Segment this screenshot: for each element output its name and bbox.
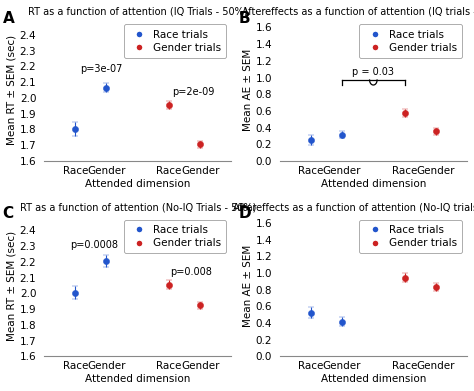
Text: p=0.0008: p=0.0008 [71, 240, 118, 251]
X-axis label: Attended dimension: Attended dimension [320, 179, 426, 188]
Legend: Race trials, Gender trials: Race trials, Gender trials [359, 220, 462, 253]
Text: A: A [3, 11, 15, 25]
Y-axis label: Mean AE ± SEM: Mean AE ± SEM [243, 244, 253, 326]
Text: p=0.008: p=0.008 [171, 267, 212, 277]
X-axis label: Attended dimension: Attended dimension [85, 374, 191, 384]
X-axis label: Attended dimension: Attended dimension [320, 374, 426, 384]
Text: D: D [238, 206, 251, 221]
Legend: Race trials, Gender trials: Race trials, Gender trials [124, 24, 226, 58]
Text: p=3e-07: p=3e-07 [80, 64, 122, 74]
Y-axis label: Mean RT ± SEM (sec): Mean RT ± SEM (sec) [7, 230, 17, 341]
Y-axis label: Mean RT ± SEM (sec): Mean RT ± SEM (sec) [7, 35, 17, 145]
Title: Aftereffects as a function of attention (IQ trials - 50%): Aftereffects as a function of attention … [242, 7, 474, 17]
Title: Aftereffects as a function of attention (No-IQ trials - 50%): Aftereffects as a function of attention … [233, 203, 474, 212]
Text: p=2e-09: p=2e-09 [172, 87, 214, 97]
X-axis label: Attended dimension: Attended dimension [85, 179, 191, 188]
Title: RT as a function of attention (No-IQ Trials - 50%): RT as a function of attention (No-IQ Tri… [19, 203, 256, 212]
Title: RT as a function of attention (IQ Trials - 50%): RT as a function of attention (IQ Trials… [28, 7, 247, 17]
Legend: Race trials, Gender trials: Race trials, Gender trials [359, 24, 462, 58]
Text: p = 0.03: p = 0.03 [352, 67, 394, 77]
Y-axis label: Mean AE ± SEM: Mean AE ± SEM [243, 49, 253, 131]
Text: B: B [238, 11, 250, 25]
Legend: Race trials, Gender trials: Race trials, Gender trials [124, 220, 226, 253]
Text: C: C [3, 206, 14, 221]
